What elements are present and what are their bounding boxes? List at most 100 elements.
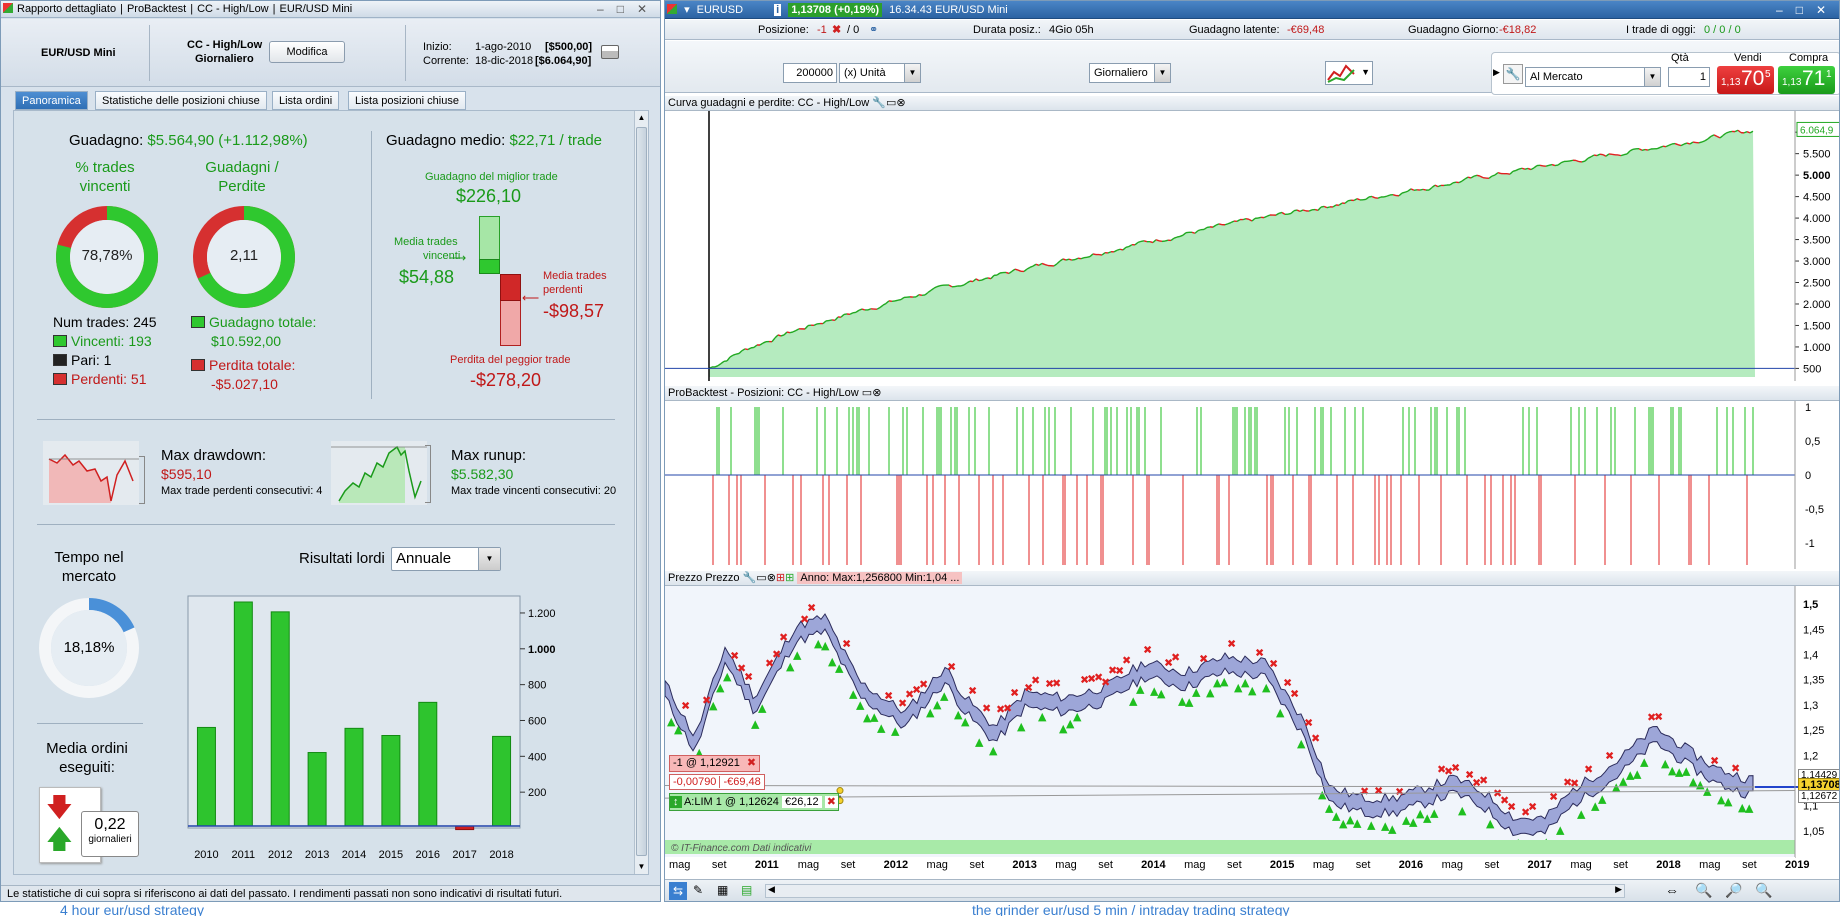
order-type-select[interactable]: Al Mercato ▼: [1525, 67, 1661, 87]
panel-wrench-icon[interactable]: 🔧: [872, 97, 886, 109]
open-position-close-icon[interactable]: ✖: [746, 757, 757, 769]
info-icon[interactable]: i: [774, 4, 782, 16]
qta-input[interactable]: 1: [1668, 67, 1710, 87]
horizontal-scrollbar[interactable]: ◀ ▶: [765, 884, 1625, 898]
zoom-in-icon[interactable]: 🔍: [1755, 882, 1773, 898]
title-report[interactable]: Rapporto dettagliato: [17, 3, 117, 15]
time-axis-label: mag: [1055, 859, 1077, 871]
scroll-down-icon[interactable]: ▼: [637, 862, 646, 871]
drawing-tools-icon[interactable]: ✎: [693, 883, 704, 897]
panel-window-icon[interactable]: ▭: [861, 387, 873, 399]
tab-lista-posizioni[interactable]: Lista posizioni chiuse: [348, 91, 466, 110]
maximize-icon[interactable]: □: [1795, 3, 1808, 17]
chevron-down-icon[interactable]: ▼: [1154, 64, 1170, 82]
open-position-tag[interactable]: -1 @ 1,12921 ✖: [669, 755, 761, 772]
sell-signal-icon: ✖: [947, 661, 956, 674]
trend-line-1: [665, 785, 1796, 788]
buy-signal-icon: ▲: [1248, 684, 1257, 697]
indicators-button[interactable]: ▼: [1325, 61, 1373, 85]
equity-segment: [1473, 174, 1478, 177]
calculator-icon[interactable]: ▦: [717, 883, 729, 897]
panel-close-icon[interactable]: ⊗: [766, 572, 776, 584]
equity-segment: [861, 308, 866, 311]
share-icon[interactable]: ⇆: [669, 882, 687, 900]
panel-up-icon[interactable]: ⊞: [785, 572, 795, 584]
scroll-right-icon[interactable]: ▶: [1615, 884, 1622, 894]
buy-signal-icon: ▲: [1402, 813, 1411, 826]
scroll-left-icon[interactable]: ◀: [768, 884, 775, 894]
close-icon[interactable]: ✕: [1815, 3, 1831, 17]
panel-wrench-icon[interactable]: 🔧: [742, 572, 757, 584]
panel-close-icon[interactable]: ⊗: [872, 387, 882, 399]
title-probacktest[interactable]: ProBacktest: [126, 3, 187, 15]
unit-select[interactable]: (x) Unità ▼: [839, 63, 921, 83]
guadagno-totale-swatch: [191, 316, 205, 328]
time-axis-label: set: [1098, 859, 1113, 871]
panel-close-icon[interactable]: ⊗: [896, 97, 906, 109]
close-icon[interactable]: ✕: [636, 2, 652, 16]
scroll-thumb[interactable]: [636, 127, 647, 856]
layout-icon[interactable]: ▤: [741, 883, 753, 897]
panel-add-icon[interactable]: ⊞: [775, 572, 786, 584]
chart-titlebar[interactable]: ▾ EURUSD i 1,13708 (+0,19%) 16.34.43 EUR…: [665, 1, 1839, 19]
modify-button[interactable]: Modifica: [269, 41, 345, 63]
title-system[interactable]: CC - High/Low: [197, 3, 269, 15]
limit-order-tag[interactable]: ↕ A:LIM 1 @ 1,12624 €26,12 ✖: [669, 793, 839, 811]
posizione-close-icon[interactable]: ✖: [832, 24, 842, 36]
chevron-down-icon[interactable]: ▼: [478, 548, 500, 570]
time-axis-label: set: [1355, 859, 1371, 871]
equity-segment: [1683, 142, 1688, 145]
equity-segment: [1212, 224, 1217, 228]
zoom-reset-icon[interactable]: 🔍: [1695, 882, 1713, 898]
latente-label: Guadagno latente:: [1189, 24, 1280, 36]
chart-window-controls[interactable]: – □ ✕: [1772, 1, 1835, 19]
report-window-controls[interactable]: – □ ✕: [593, 1, 656, 18]
limit-order-handle-icon[interactable]: ↕: [670, 796, 682, 808]
equity-segment: [774, 334, 779, 339]
background-text-1[interactable]: 4 hour eur/usd strategy: [60, 902, 204, 916]
wrench-icon[interactable]: 🔧: [1503, 64, 1523, 84]
minimize-icon[interactable]: –: [597, 2, 609, 16]
limit-order-close-icon[interactable]: ✖: [824, 796, 838, 808]
panel-window-icon[interactable]: ▭: [756, 572, 767, 584]
pct-trades-title-1: % trades: [75, 159, 135, 176]
equity-segment: [963, 282, 968, 286]
zoom-out-icon[interactable]: 🔎: [1725, 882, 1743, 898]
panel-window-icon[interactable]: ▭: [885, 97, 897, 109]
scrollbar[interactable]: ▲ ▼: [634, 111, 648, 874]
buy-signal-icon: ▲: [1178, 695, 1187, 708]
equity-segment: [1266, 214, 1271, 217]
footer-text: Le statistiche di cui sopra si riferisco…: [7, 888, 563, 900]
risultati-select[interactable]: Annuale ▼: [391, 547, 501, 571]
background-text-2[interactable]: the grinder eur/usd 5 min / intraday tra…: [972, 902, 1290, 916]
tab-panoramica[interactable]: Panoramica: [15, 91, 88, 110]
symbol-dropdown[interactable]: ▾ EURUSD: [680, 4, 751, 16]
report-window: Rapporto dettagliato | ProBacktest | CC - Hi…: [0, 0, 661, 902]
positions-tick-label: 1: [1805, 402, 1811, 414]
expand-arrow-icon[interactable]: ▶: [1493, 67, 1500, 77]
chevron-down-icon[interactable]: ▼: [1644, 68, 1660, 86]
scroll-up-icon[interactable]: ▲: [637, 113, 646, 122]
sell-button[interactable]: 1,13 70 5: [1717, 66, 1774, 94]
chevron-down-icon[interactable]: ▼: [904, 64, 920, 82]
equity-segment: [1320, 205, 1325, 208]
quantity-input[interactable]: 200000: [783, 63, 837, 83]
report-titlebar[interactable]: Rapporto dettagliato | ProBacktest | CC - Hi…: [1, 1, 660, 18]
maximize-icon[interactable]: □: [616, 2, 629, 16]
print-icon[interactable]: [601, 45, 619, 59]
zoom-fit-icon[interactable]: ⇔: [1665, 882, 1679, 898]
giorno-value: -€18,82: [1499, 24, 1537, 36]
link-icon[interactable]: ⚭: [869, 24, 879, 36]
equity-segment: [1371, 195, 1376, 199]
equity-segment: [1479, 175, 1484, 179]
title-instrument[interactable]: EUR/USD Mini: [279, 3, 353, 15]
tab-statistiche[interactable]: Statistiche delle posizioni chiuse: [95, 91, 267, 110]
period-select[interactable]: Giornaliero ▼: [1089, 63, 1171, 83]
equity-segment: [1245, 217, 1250, 221]
buy-button[interactable]: 1,13 71 1: [1778, 66, 1835, 94]
equity-segment: [1227, 221, 1232, 225]
minimize-icon[interactable]: –: [1776, 3, 1788, 17]
tab-lista-ordini[interactable]: Lista ordini: [272, 91, 340, 110]
equity-segment: [1314, 208, 1319, 212]
indicators-dropdown-icon[interactable]: ▼: [1361, 67, 1370, 77]
